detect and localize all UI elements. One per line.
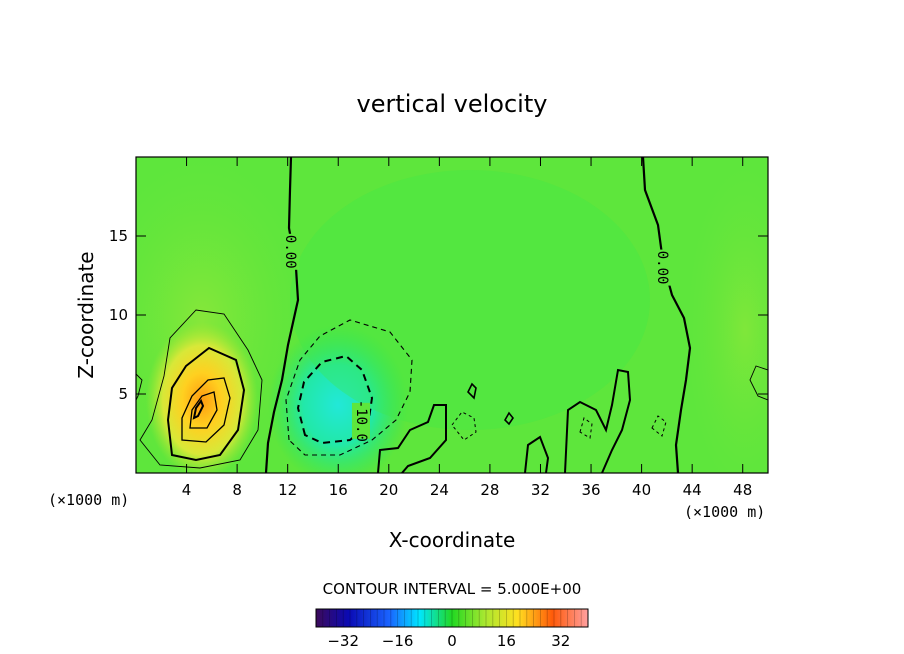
x-tick-label: 20: [379, 481, 398, 499]
contour-blob-2: [504, 411, 514, 426]
contour-zero-right: [641, 157, 692, 473]
contour-dashed-blob-1: [451, 411, 477, 441]
x-tick-label: 12: [278, 481, 297, 499]
shading-updraft: [146, 322, 258, 473]
x-tick-label: 8: [232, 481, 242, 499]
x-tick-label: 4: [182, 481, 192, 499]
contour-zero-updraft: [166, 346, 246, 462]
y-tick-label: 10: [109, 306, 128, 324]
chart-title: vertical velocity: [357, 90, 548, 118]
x-tick-label: 40: [632, 481, 651, 499]
contour-label-gap: [281, 233, 300, 270]
x-tick-label: 32: [531, 481, 550, 499]
colorbar-tick-label: −32: [327, 632, 359, 650]
shading-mid: [290, 170, 650, 430]
contour-labels: 0.00 0.00 -10.0: [281, 233, 671, 442]
contour-noise-1: [377, 404, 447, 473]
shading-downdraft: [268, 325, 408, 473]
y-tick-label: 5: [118, 385, 128, 403]
contour-5-updraft: [181, 377, 231, 443]
x-tick-label: 44: [683, 481, 702, 499]
contour-neg10-downdraft: [296, 354, 374, 445]
x-tick-label: 16: [329, 481, 348, 499]
contour-label-gap: [351, 402, 370, 439]
colorbar-tick-label: 32: [551, 632, 570, 650]
colorbar-gradient: [315, 608, 589, 628]
x-tick-label: 48: [733, 481, 752, 499]
contour-neg5-thin-left: [139, 309, 263, 469]
contour-dashed-blob-3: [651, 415, 667, 437]
shading-right-edge: [685, 160, 768, 473]
contour-10-updraft: [189, 391, 218, 429]
x-units-left: (×1000 m): [48, 491, 129, 509]
contour-edge-right: [749, 365, 768, 401]
contour-blob-1: [467, 382, 477, 400]
y-axis-label: Z-coordinate: [74, 251, 98, 378]
colorbar-ticks: −32 −16 0 16 32: [327, 632, 570, 650]
contour-noise-3: [564, 368, 632, 473]
contour-interval-text: CONTOUR INTERVAL = 5.000E+00: [323, 580, 582, 598]
colorbar-bands: [322, 609, 582, 627]
x-units-right: (×1000 m): [684, 503, 765, 521]
contour-edge-left: [136, 373, 143, 401]
colorbar-tick-label: −16: [382, 632, 414, 650]
x-tick-label: 24: [430, 481, 449, 499]
contour-label: 0.00: [282, 235, 298, 269]
colorbar-tick-label: 0: [447, 632, 457, 650]
plot-area: [136, 157, 768, 473]
colorbar-tick-label: 16: [497, 632, 516, 650]
x-axis-label: X-coordinate: [389, 528, 516, 552]
contour-label: 0.00: [654, 251, 670, 285]
y-tick-label: 15: [109, 227, 128, 245]
x-axis-ticks: 4 8 12 16 20 24 28 32 36 40 44 48: [182, 157, 752, 499]
y-axis-ticks: 5 10 15: [109, 227, 768, 403]
contour-label: -10.0: [353, 400, 369, 442]
contour-label-gap: [652, 249, 671, 286]
contour-zero-left: [264, 157, 300, 473]
x-tick-label: 28: [480, 481, 499, 499]
contour-neg5-downdraft: [285, 319, 413, 456]
contour-lines: [136, 157, 768, 473]
contour-noise-2: [524, 435, 550, 473]
contour-15-updraft: [192, 398, 205, 420]
contour-dashed-blob-2: [579, 417, 593, 439]
colorbar: −32 −16 0 16 32: [315, 608, 589, 650]
x-tick-label: 36: [581, 481, 600, 499]
